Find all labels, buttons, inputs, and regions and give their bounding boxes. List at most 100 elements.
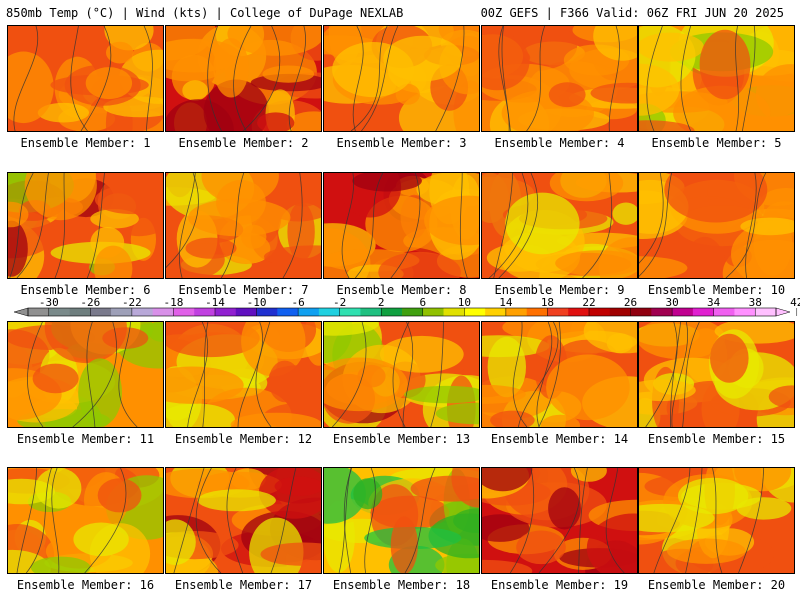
colorbar-tick-label: -30	[39, 296, 59, 309]
ensemble-member-label: Ensemble Member: 8	[336, 283, 467, 297]
temperature-map	[165, 172, 322, 279]
map-title: 850mb Temp (°C) | Wind (kts) | College o…	[6, 6, 404, 20]
ensemble-member-label: Ensemble Member: 13	[332, 432, 471, 446]
colorbar-swatch	[402, 308, 424, 316]
colorbar-swatch	[48, 308, 70, 316]
colorbar-tick-label: -26	[80, 296, 100, 309]
colorbar-swatch	[298, 308, 320, 316]
temperature-map	[481, 25, 638, 132]
ensemble-member-label: Ensemble Member: 7	[178, 283, 309, 297]
temperature-map	[7, 467, 164, 574]
ensemble-member-label: Ensemble Member: 2	[178, 136, 309, 150]
colorbar-frame	[27, 307, 777, 317]
colorbar-swatch	[464, 308, 486, 316]
ensemble-member-panel: Ensemble Member: 19	[481, 467, 638, 592]
colorbar-swatch	[111, 308, 133, 316]
ensemble-member-panel: Ensemble Member: 5	[638, 25, 795, 150]
ensemble-member-label: Ensemble Member: 5	[651, 136, 782, 150]
colorbar-tick-label: 2	[378, 296, 385, 309]
ensemble-member-panel: Ensemble Member: 13	[323, 321, 480, 446]
temperature-map	[7, 321, 164, 428]
temperature-map	[7, 25, 164, 132]
ensemble-member-label: Ensemble Member: 19	[490, 578, 629, 592]
ensemble-member-label: Ensemble Member: 11	[16, 432, 155, 446]
ensemble-member-label: Ensemble Member: 14	[490, 432, 629, 446]
colorbar-tick-label: 18	[541, 296, 554, 309]
colorbar-tick-label: 6	[419, 296, 426, 309]
colorbar-swatch	[692, 308, 714, 316]
ensemble-member-label: Ensemble Member: 10	[647, 283, 786, 297]
ensemble-member-panel: Ensemble Member: 11	[7, 321, 164, 446]
colorbar-swatch	[131, 308, 153, 316]
ensemble-member-label: Ensemble Member: 15	[647, 432, 786, 446]
colorbar-swatch	[339, 308, 361, 316]
ensemble-member-panel: Ensemble Member: 7	[165, 172, 322, 297]
colorbar-tick-label: 42	[790, 296, 800, 309]
ensemble-member-label: Ensemble Member: 9	[494, 283, 625, 297]
ensemble-member-label: Ensemble Member: 17	[174, 578, 313, 592]
colorbar-swatch	[422, 308, 444, 316]
ensemble-member-panel: Ensemble Member: 1	[7, 25, 164, 150]
ensemble-member-panel: Ensemble Member: 14	[481, 321, 638, 446]
colorbar-tick-label: -6	[291, 296, 304, 309]
colorbar-swatch	[651, 308, 673, 316]
colorbar-low-arrow	[13, 307, 29, 317]
colorbar-swatch	[568, 308, 590, 316]
ensemble-member-label: Ensemble Member: 16	[16, 578, 155, 592]
ensemble-member-panel: Ensemble Member: 3	[323, 25, 480, 150]
temperature-map	[165, 467, 322, 574]
ensemble-member-panel: Ensemble Member: 15	[638, 321, 795, 446]
ensemble-member-panel: Ensemble Member: 4	[481, 25, 638, 150]
temperature-colorbar: -30 -26 -22 -18 -14 -10 -6 -2 2 6 10 14 18 22 26 30 34 38…	[13, 296, 800, 317]
temperature-map	[323, 172, 480, 279]
temperature-map	[638, 172, 795, 279]
ensemble-member-panel: Ensemble Member: 18	[323, 467, 480, 592]
colorbar-tick-label: -14	[205, 296, 225, 309]
colorbar-tick-label: 22	[582, 296, 595, 309]
ensemble-member-label: Ensemble Member: 4	[494, 136, 625, 150]
temperature-map	[323, 321, 480, 428]
colorbar-swatch	[90, 308, 112, 316]
temperature-map	[481, 321, 638, 428]
colorbar-swatch	[713, 308, 735, 316]
colorbar-swatch	[589, 308, 611, 316]
colorbar-swatch	[277, 308, 299, 316]
ensemble-member-label: Ensemble Member: 3	[336, 136, 467, 150]
ensemble-member-panel: Ensemble Member: 16	[7, 467, 164, 592]
colorbar-swatch	[526, 308, 548, 316]
colorbar-swatch	[443, 308, 465, 316]
ensemble-member-panel: Ensemble Member: 20	[638, 467, 795, 592]
colorbar-tick-label: 14	[499, 296, 513, 309]
ensemble-member-panel: Ensemble Member: 17	[165, 467, 322, 592]
colorbar-swatch	[485, 308, 507, 316]
ensemble-member-label: Ensemble Member: 18	[332, 578, 471, 592]
colorbar-tick-label: 10	[458, 296, 471, 309]
temperature-map	[638, 467, 795, 574]
colorbar-swatch	[734, 308, 756, 316]
colorbar-swatch	[215, 308, 237, 316]
colorbar-tick-label: 26	[624, 296, 637, 309]
ensemble-member-label: Ensemble Member: 1	[20, 136, 151, 150]
temperature-map	[638, 25, 795, 132]
temperature-map	[481, 467, 638, 574]
ensemble-member-label: Ensemble Member: 6	[20, 283, 151, 297]
ensemble-member-panel: Ensemble Member: 9	[481, 172, 638, 297]
colorbar-swatch	[381, 308, 403, 316]
colorbar-swatch	[609, 308, 631, 316]
ensemble-member-panel: Ensemble Member: 2	[165, 25, 322, 150]
colorbar-swatch	[235, 308, 257, 316]
colorbar-swatch	[194, 308, 216, 316]
ensemble-member-panel: Ensemble Member: 10	[638, 172, 795, 297]
model-run-info: 00Z GEFS | F366 Valid: 06Z FRI JUN 20 20…	[480, 6, 784, 20]
ensemble-member-label: Ensemble Member: 12	[174, 432, 313, 446]
colorbar-swatch	[152, 308, 174, 316]
temperature-map	[323, 467, 480, 574]
colorbar-tick-label: -22	[122, 296, 142, 309]
temperature-map	[7, 172, 164, 279]
colorbar-tick-label: -2	[333, 296, 346, 309]
temperature-map	[638, 321, 795, 428]
ensemble-member-label: Ensemble Member: 20	[647, 578, 786, 592]
colorbar-swatch	[69, 308, 91, 316]
colorbar-swatch	[28, 308, 50, 316]
ensemble-member-panel: Ensemble Member: 12	[165, 321, 322, 446]
